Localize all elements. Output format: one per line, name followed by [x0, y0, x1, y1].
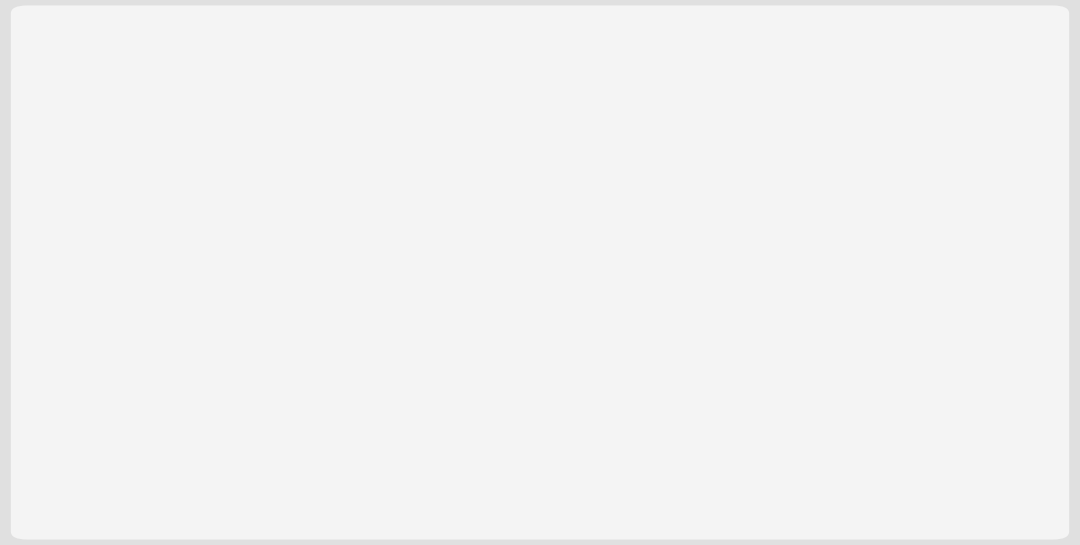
- Text: $P$ =: $P$ =: [76, 425, 133, 458]
- FancyBboxPatch shape: [170, 388, 265, 500]
- Text: $\mathbf{r}_1(t) = (14, 3, 11) + t\,\langle -4,\,-1,\,-3\rangle$: $\mathbf{r}_1(t) = (14, 3, 11) + t\,\lan…: [76, 79, 719, 117]
- Text: $\mathbf{r}_2(t) = (0.5, 4, -11) + t\,\langle 1,\,2,\,-4\rangle$: $\mathbf{r}_2(t) = (0.5, 4, -11) + t\,\l…: [76, 199, 687, 237]
- Text: Find the point of intersection, $P,$ of the lines $\mathbf{r}_1$ and $\mathbf{r}: Find the point of intersection, $P,$ of …: [76, 311, 905, 343]
